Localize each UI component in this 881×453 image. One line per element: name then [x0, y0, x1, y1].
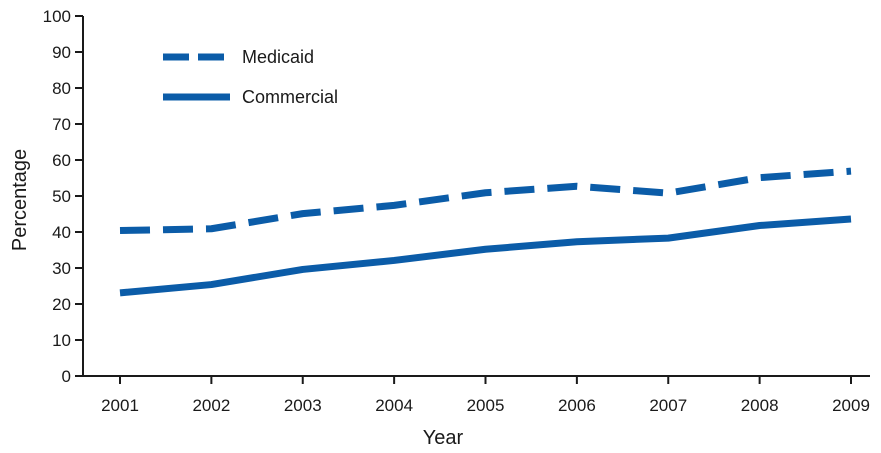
y-tick-label: 30 [52, 259, 71, 278]
x-tick-label: 2001 [101, 396, 139, 415]
x-tick-label: 2006 [558, 396, 596, 415]
y-tick-label: 20 [52, 295, 71, 314]
y-tick-label: 40 [52, 223, 71, 242]
series-line-commercial [119, 215, 852, 297]
axes-layer: 0 10 20 30 40 50 60 70 80 90 100 2001 2002 2003 2004 20… [43, 7, 870, 415]
y-tick-label: 90 [52, 43, 71, 62]
x-tick-label: 2007 [649, 396, 687, 415]
x-tick-label: 2008 [741, 396, 779, 415]
x-tick-label: 2004 [375, 396, 413, 415]
legend: Medicaid Commercial [163, 47, 338, 107]
x-tick-label: 2003 [284, 396, 322, 415]
series-layer [119, 167, 852, 297]
x-axis-title: Year [423, 427, 464, 448]
series-line-medicaid [119, 167, 852, 235]
y-tick-label: 70 [52, 115, 71, 134]
y-tick-label: 80 [52, 79, 71, 98]
x-tick-label: 2009 [832, 396, 870, 415]
y-tick-label: 100 [43, 7, 71, 26]
y-tick-label: 10 [52, 331, 71, 350]
x-tick-label: 2002 [192, 396, 230, 415]
legend-label-commercial: Commercial [242, 87, 338, 107]
y-tick-label: 50 [52, 187, 71, 206]
y-tick-label: 0 [62, 367, 71, 386]
y-tick-label: 60 [52, 151, 71, 170]
y-axis-title: Percentage [9, 149, 31, 251]
x-tick-label: 2005 [467, 396, 505, 415]
legend-label-medicaid: Medicaid [242, 47, 314, 67]
